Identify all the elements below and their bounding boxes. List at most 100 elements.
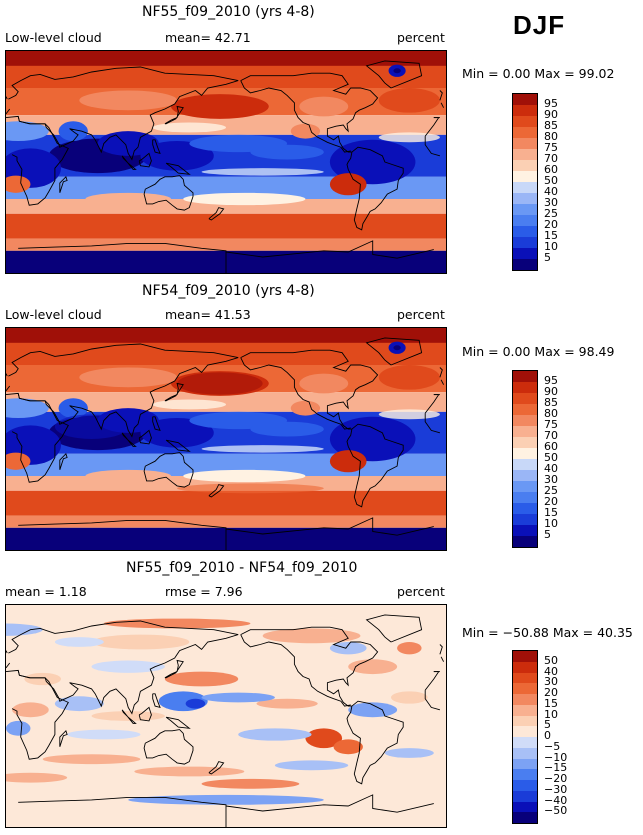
- colorbar-swatch: [513, 415, 537, 426]
- field-band: [6, 490, 446, 516]
- field-patch: [201, 168, 324, 176]
- field-patch: [171, 94, 269, 119]
- coastline: [6, 662, 11, 669]
- colorbar-tick-label: 30: [544, 675, 558, 689]
- field-patch: [183, 469, 306, 483]
- field-patch: [140, 141, 214, 171]
- field-patch: [393, 345, 401, 351]
- colorbar-swatch: [513, 182, 537, 193]
- coastline: [165, 439, 191, 452]
- coastline: [439, 367, 443, 378]
- coastline: [59, 175, 68, 193]
- colorbar-swatch: [513, 694, 537, 705]
- field-patch: [79, 367, 178, 388]
- coastline: [225, 794, 434, 813]
- colorbar-swatch: [513, 481, 537, 492]
- field-patch: [183, 192, 306, 206]
- coastline: [440, 102, 445, 108]
- colorbar-tick-label: 5: [544, 528, 551, 541]
- field-patch: [12, 702, 49, 718]
- colorbar-swatch: [513, 248, 537, 259]
- field-patch: [128, 794, 324, 805]
- colorbar-tick-label: −15: [544, 761, 568, 775]
- coastline: [18, 796, 227, 827]
- coastline: [346, 146, 404, 231]
- colorbar-swatch: [513, 715, 537, 727]
- field-patch: [299, 373, 349, 394]
- coastline: [346, 423, 404, 508]
- colorbar-tick-label: 70: [544, 429, 558, 442]
- coastline: [11, 116, 69, 206]
- panel1-map: [5, 50, 447, 274]
- colorbar-swatch: [513, 237, 537, 248]
- colorbar-swatch: [513, 127, 537, 138]
- coastline: [152, 693, 161, 709]
- field-patch: [67, 729, 141, 740]
- field-patch: [152, 399, 226, 410]
- colorbar-tick-label: 90: [544, 385, 558, 398]
- coastline: [6, 343, 239, 438]
- coastline: [121, 709, 137, 724]
- panel1-variable: Low-level cloud: [5, 30, 102, 45]
- colorbar-swatch: [513, 747, 537, 759]
- colorbar-swatch: [513, 171, 537, 182]
- panel2-colorbar-labels: 95 90 85 80 75 70 60 50 40 30 25 20 15 10 5: [544, 370, 584, 546]
- coastline: [439, 644, 443, 655]
- colorbar-tick-label: 10: [544, 707, 558, 721]
- colorbar-tick-label: 10: [544, 517, 558, 530]
- field-patch: [91, 711, 165, 721]
- coastline: [143, 452, 194, 488]
- colorbar-tick-label: −50: [544, 804, 568, 818]
- colorbar-swatch: [513, 492, 537, 503]
- field-band: [6, 515, 446, 528]
- colorbar-swatch: [513, 448, 537, 459]
- field-patch: [348, 702, 398, 718]
- coastline: [121, 432, 137, 447]
- coastline: [164, 659, 184, 679]
- colorbar-swatch: [513, 116, 537, 127]
- coastline: [18, 242, 227, 273]
- coastline: [164, 382, 184, 402]
- colorbar-tick-label: 75: [544, 418, 558, 431]
- colorbar-swatch: [513, 160, 537, 171]
- coastline: [6, 108, 11, 115]
- field-patch: [152, 122, 226, 133]
- colorbar-tick-label: 25: [544, 207, 558, 220]
- coastline: [440, 656, 445, 662]
- colorbar-tick-label: 0: [544, 729, 551, 742]
- panel1-minmax: Min = 0.00 Max = 99.02: [462, 66, 615, 81]
- panel1-mean: mean= 42.71: [165, 30, 251, 45]
- coastline: [138, 429, 152, 445]
- coastline: [6, 373, 8, 377]
- panel3-title: NF55_f09_2010 - NF54_f09_2010: [126, 560, 358, 576]
- field-patch: [238, 728, 312, 741]
- field-patch: [85, 469, 171, 483]
- field-patch: [54, 637, 104, 647]
- panel3-units: percent: [397, 584, 445, 599]
- field-patch: [6, 623, 43, 636]
- colorbar-tick-label: 80: [544, 407, 558, 420]
- field-band: [6, 213, 446, 239]
- field-patch: [24, 672, 61, 686]
- coastline: [240, 626, 379, 707]
- panel2-units: percent: [397, 307, 445, 322]
- colorbar-tick-label: 30: [544, 196, 558, 209]
- field-patch: [201, 692, 275, 703]
- colorbar-tick-label: 5: [544, 718, 551, 732]
- colorbar-swatch: [513, 371, 537, 382]
- colorbar-swatch: [513, 758, 537, 770]
- colorbar-tick-label: 20: [544, 686, 558, 699]
- panel3-minmax: Min = −50.88 Max = 40.35: [462, 625, 633, 640]
- coastline: [208, 484, 225, 498]
- colorbar-swatch: [513, 382, 537, 393]
- coastline: [11, 393, 69, 483]
- colorbar-swatch: [513, 651, 537, 662]
- colorbar-tick-label: −30: [544, 782, 568, 796]
- panel3-colorbar: [512, 650, 538, 824]
- colorbar-swatch: [513, 790, 537, 802]
- coastline: [365, 614, 423, 643]
- field-patch: [250, 421, 324, 437]
- panel2-colorbar: [512, 370, 538, 548]
- field-patch: [177, 372, 263, 395]
- field-patch: [299, 96, 349, 117]
